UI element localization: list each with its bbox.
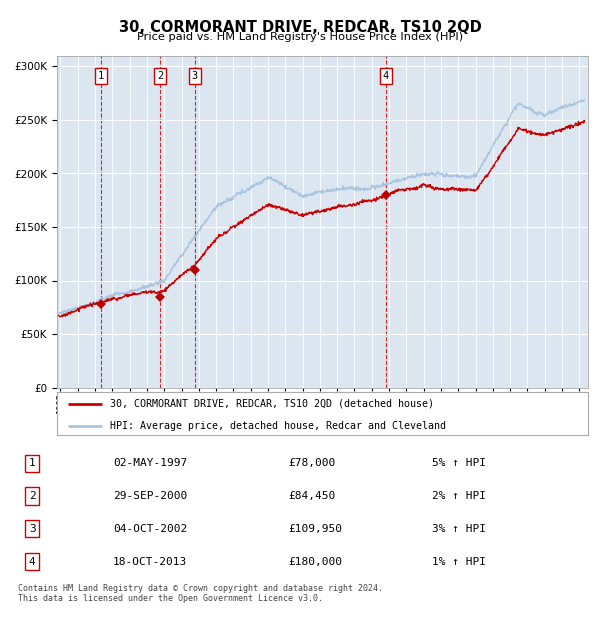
Text: 2: 2 <box>157 71 163 81</box>
Text: 3: 3 <box>191 71 198 81</box>
Text: Contains HM Land Registry data © Crown copyright and database right 2024.
This d: Contains HM Land Registry data © Crown c… <box>18 584 383 603</box>
Text: 4: 4 <box>383 71 389 81</box>
Text: £78,000: £78,000 <box>289 458 336 468</box>
Text: 1: 1 <box>29 458 35 468</box>
Text: £180,000: £180,000 <box>289 557 343 567</box>
Text: 5% ↑ HPI: 5% ↑ HPI <box>433 458 487 468</box>
Text: 4: 4 <box>29 557 35 567</box>
Text: 3: 3 <box>29 524 35 534</box>
Text: 1: 1 <box>98 71 104 81</box>
Text: 1% ↑ HPI: 1% ↑ HPI <box>433 557 487 567</box>
Text: 30, CORMORANT DRIVE, REDCAR, TS10 2QD (detached house): 30, CORMORANT DRIVE, REDCAR, TS10 2QD (d… <box>110 399 434 409</box>
Text: £84,450: £84,450 <box>289 491 336 501</box>
Text: 30, CORMORANT DRIVE, REDCAR, TS10 2QD: 30, CORMORANT DRIVE, REDCAR, TS10 2QD <box>119 20 481 35</box>
Text: 18-OCT-2013: 18-OCT-2013 <box>113 557 187 567</box>
Text: 2% ↑ HPI: 2% ↑ HPI <box>433 491 487 501</box>
Text: Price paid vs. HM Land Registry's House Price Index (HPI): Price paid vs. HM Land Registry's House … <box>137 32 463 42</box>
Text: £109,950: £109,950 <box>289 524 343 534</box>
Text: 2: 2 <box>29 491 35 501</box>
Text: 04-OCT-2002: 04-OCT-2002 <box>113 524 187 534</box>
Text: HPI: Average price, detached house, Redcar and Cleveland: HPI: Average price, detached house, Redc… <box>110 421 446 431</box>
Text: 02-MAY-1997: 02-MAY-1997 <box>113 458 187 468</box>
Text: 29-SEP-2000: 29-SEP-2000 <box>113 491 187 501</box>
Text: 3% ↑ HPI: 3% ↑ HPI <box>433 524 487 534</box>
